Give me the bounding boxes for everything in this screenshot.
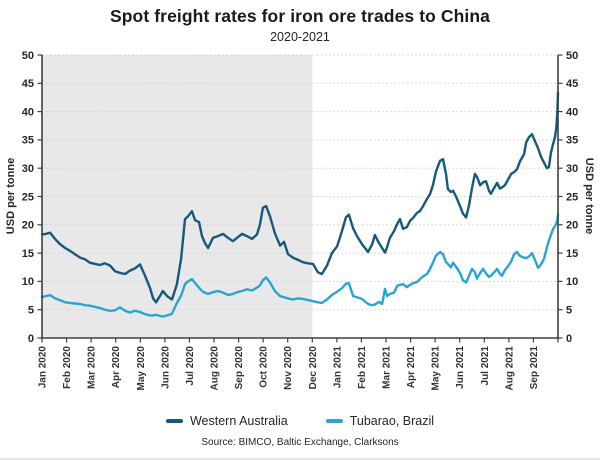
- svg-text:Jun 2021: Jun 2021: [455, 346, 466, 389]
- svg-text:May 2021: May 2021: [431, 346, 442, 391]
- svg-text:Dec 2020: Dec 2020: [308, 346, 319, 390]
- svg-text:10: 10: [566, 276, 578, 288]
- source-note: Source: BIMCO, Baltic Exchange, Clarkson…: [201, 437, 399, 448]
- svg-text:Aug 2020: Aug 2020: [210, 346, 221, 391]
- legend-item-western-australia: Western Australia: [165, 414, 288, 428]
- svg-text:Jul 2021: Jul 2021: [480, 346, 491, 386]
- svg-text:Jan 2021: Jan 2021: [332, 346, 343, 389]
- chart-subtitle: 2020-2021: [270, 30, 330, 44]
- svg-text:Mar 2021: Mar 2021: [382, 346, 393, 389]
- svg-text:5: 5: [28, 305, 34, 317]
- legend-marker-western-australia: [165, 419, 183, 423]
- svg-text:40: 40: [22, 106, 34, 118]
- svg-text:May 2020: May 2020: [136, 346, 147, 391]
- chart-area: 0 0 5 5 10 10 15 15 20 20 25 25 30 30 35 35 40 40 45 45 50 50…: [0, 46, 600, 406]
- svg-text:30: 30: [22, 163, 34, 175]
- legend-label-tubarao-brazil: Tubarao, Brazil: [349, 414, 435, 428]
- svg-text:Feb 2021: Feb 2021: [357, 346, 368, 389]
- svg-text:45: 45: [22, 78, 34, 90]
- svg-text:40: 40: [566, 106, 578, 118]
- svg-text:Jul 2020: Jul 2020: [185, 346, 196, 386]
- svg-text:15: 15: [566, 248, 578, 260]
- svg-text:Oct 2020: Oct 2020: [259, 346, 270, 388]
- svg-text:25: 25: [22, 191, 34, 203]
- page-title: Spot freight rates for iron ore trades t…: [109, 6, 491, 26]
- svg-text:0: 0: [28, 333, 34, 345]
- svg-text:35: 35: [22, 135, 34, 147]
- svg-text:Sep 2021: Sep 2021: [529, 346, 540, 390]
- svg-text:10: 10: [22, 276, 34, 288]
- svg-text:20: 20: [566, 220, 578, 232]
- freight-rates-line-chart: 0 0 5 5 10 10 15 15 20 20 25 25 30 30 35 35 40 40 45 45 50 50…: [22, 50, 579, 391]
- svg-text:20: 20: [22, 220, 34, 232]
- legend: Western Australia Tubarao, Brazil: [0, 412, 600, 430]
- svg-text:Jan 2020: Jan 2020: [38, 346, 49, 389]
- svg-text:45: 45: [566, 78, 578, 90]
- legend-label-western-australia: Western Australia: [189, 414, 288, 428]
- svg-text:Apr 2021: Apr 2021: [406, 346, 417, 389]
- legend-marker-tubarao-brazil: [325, 419, 343, 423]
- svg-text:Feb 2020: Feb 2020: [62, 346, 73, 389]
- svg-text:25: 25: [566, 191, 578, 203]
- legend-item-tubarao-brazil: Tubarao, Brazil: [325, 414, 435, 428]
- svg-text:Aug 2021: Aug 2021: [504, 346, 515, 391]
- svg-text:Sep 2020: Sep 2020: [234, 346, 245, 390]
- svg-text:50: 50: [566, 50, 578, 62]
- svg-text:Nov 2020: Nov 2020: [283, 346, 294, 390]
- svg-text:15: 15: [22, 248, 34, 260]
- svg-text:Apr 2020: Apr 2020: [111, 346, 122, 389]
- svg-text:5: 5: [566, 305, 572, 317]
- svg-text:Jun 2020: Jun 2020: [160, 346, 171, 389]
- svg-text:0: 0: [566, 333, 572, 345]
- svg-text:35: 35: [566, 135, 578, 147]
- svg-text:Mar 2020: Mar 2020: [87, 346, 98, 389]
- svg-text:30: 30: [566, 163, 578, 175]
- svg-text:50: 50: [22, 50, 34, 62]
